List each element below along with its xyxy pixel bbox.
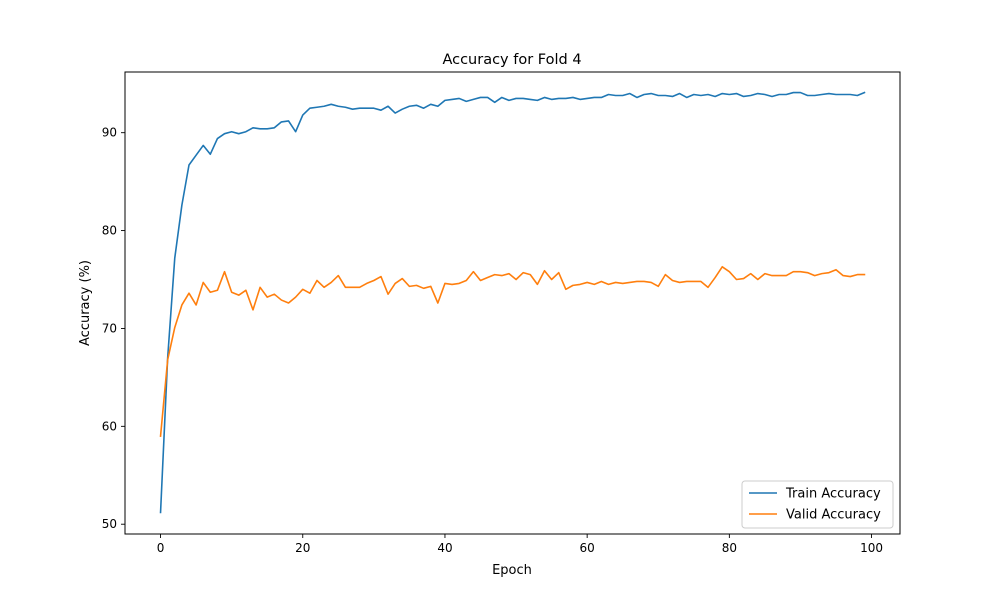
y-tick-label: 70 bbox=[102, 321, 117, 335]
plot-background bbox=[125, 72, 900, 534]
legend-box bbox=[741, 480, 894, 529]
plot-frame bbox=[124, 71, 901, 535]
x-tick-label: 60 bbox=[580, 541, 595, 555]
x-axis-label: Epoch bbox=[492, 563, 532, 578]
y-axis: 50 60 70 80 90 bbox=[102, 126, 125, 531]
y-axis-label: Accuracy (%) bbox=[78, 260, 93, 346]
plot-area bbox=[124, 71, 901, 535]
x-axis: 0 20 40 60 80 100 bbox=[157, 534, 883, 555]
x-tick-label: 100 bbox=[860, 541, 883, 555]
series-lines bbox=[159, 91, 866, 514]
valid-accuracy-line bbox=[159, 265, 866, 437]
legend-label-valid: Valid Accuracy bbox=[786, 508, 881, 523]
x-tick-label: 20 bbox=[295, 541, 310, 555]
x-tick-label: 40 bbox=[437, 541, 452, 555]
y-tick-label: 50 bbox=[102, 517, 117, 531]
y-tick-label: 90 bbox=[102, 126, 117, 140]
y-tick-label: 60 bbox=[102, 419, 117, 433]
chart-title: Accuracy for Fold 4 bbox=[442, 52, 581, 68]
x-tick-label: 0 bbox=[157, 541, 165, 555]
legend-label-train: Train Accuracy bbox=[785, 487, 881, 502]
x-tick-label: 80 bbox=[722, 541, 737, 555]
legend: Train Accuracy Valid Accuracy bbox=[741, 480, 894, 529]
train-accuracy-line bbox=[159, 91, 866, 514]
y-tick-label: 80 bbox=[102, 224, 117, 238]
